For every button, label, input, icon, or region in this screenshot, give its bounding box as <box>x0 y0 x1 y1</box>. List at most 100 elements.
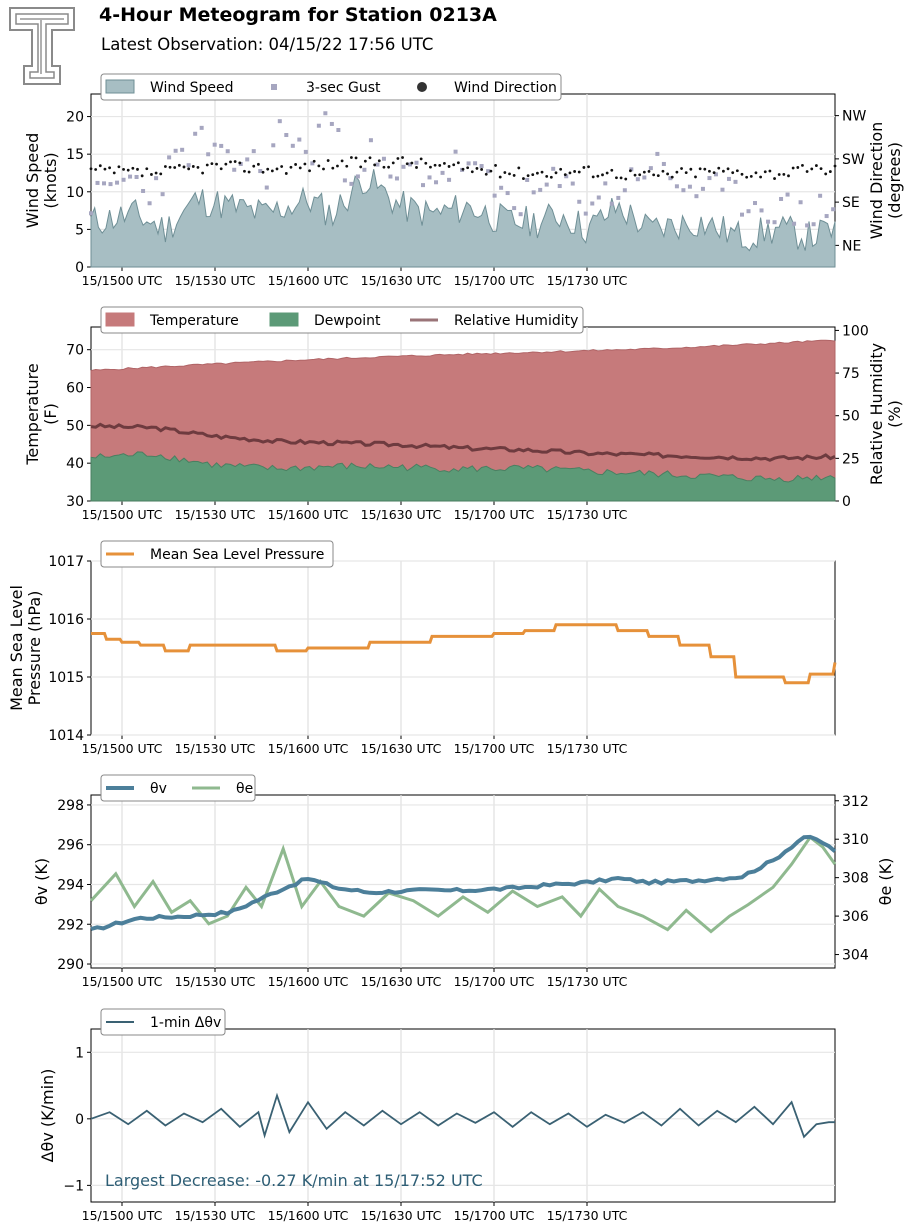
direction-marker <box>405 162 409 166</box>
direction-marker <box>429 165 432 169</box>
legend-label: Mean Sea Level Pressure <box>150 547 324 563</box>
direction-marker <box>294 163 297 166</box>
direction-marker <box>461 167 465 171</box>
direction-marker <box>470 170 474 174</box>
direction-marker <box>726 167 730 171</box>
plot-frame <box>90 560 836 736</box>
gust-marker <box>512 206 517 211</box>
gust-marker <box>733 179 738 184</box>
plot-frame <box>90 1028 836 1203</box>
direction-marker <box>419 157 423 161</box>
gust-marker <box>342 178 347 183</box>
gust-marker <box>551 166 556 171</box>
direction-marker <box>415 166 418 169</box>
gust-marker <box>245 157 250 162</box>
gust-marker <box>466 161 471 166</box>
direction-marker <box>763 170 767 174</box>
gust-marker <box>746 209 751 214</box>
pressure-line <box>91 623 837 685</box>
x-tick-label: 15/1730 UTC <box>547 1208 628 1223</box>
y-tick-label: −1 <box>63 1178 84 1194</box>
gust-marker <box>193 131 198 136</box>
direction-marker <box>224 162 228 166</box>
direction-marker <box>749 174 753 178</box>
gust-marker <box>505 191 510 196</box>
x-tick-label: 15/1630 UTC <box>361 974 442 989</box>
direction-marker <box>112 171 116 175</box>
largest-decrease-annotation: Largest Decrease: -0.27 K/min at 15/17:5… <box>105 1171 483 1190</box>
x-tick-label: 15/1730 UTC <box>547 507 628 522</box>
panel-3: 15/1500 UTC 15/1530 UTC 15/1600 UTC 15/1630… <box>7 540 837 756</box>
x-tick-label: 15/1500 UTC <box>82 507 163 522</box>
gust-marker <box>707 176 712 181</box>
y-tick-label: 1014 <box>48 728 84 744</box>
y-right-tick-label: 50 <box>842 409 860 425</box>
direction-marker <box>150 173 153 176</box>
gust-marker <box>772 220 777 225</box>
direction-marker <box>359 165 363 169</box>
y-axis-label-line: Mean Sea Level <box>7 585 26 711</box>
direction-marker <box>498 175 502 179</box>
direction-marker <box>708 169 711 173</box>
y-tick-label: 0 <box>75 1112 84 1128</box>
direction-marker <box>768 169 772 173</box>
gust-marker <box>447 177 452 182</box>
gust-marker <box>160 192 165 197</box>
legend-box <box>100 774 256 802</box>
gust-marker <box>720 187 725 192</box>
legend-label: θe <box>236 781 253 797</box>
gust-marker <box>115 180 120 185</box>
direction-marker <box>177 163 181 167</box>
gust-marker <box>661 161 666 166</box>
direction-marker <box>503 171 507 174</box>
y-tick-label: 15 <box>66 147 84 163</box>
direction-marker <box>303 162 307 166</box>
direction-marker <box>666 172 669 176</box>
gust-marker <box>186 163 191 168</box>
direction-marker <box>373 163 377 167</box>
gust-marker <box>518 212 523 217</box>
gust-marker <box>219 143 224 148</box>
panel-1: 15/1500 UTC 15/1530 UTC 15/1600 UTC 15/1630… <box>23 73 904 288</box>
direction-marker <box>828 170 832 173</box>
direction-marker <box>103 167 107 171</box>
gust-marker <box>336 127 341 132</box>
direction-marker <box>652 173 656 177</box>
y-axis-label-line: (degrees) <box>885 142 904 219</box>
legend-label: Wind Speed <box>150 80 234 96</box>
direction-marker <box>815 164 818 167</box>
y-axis-label: Wind Speed(knots) <box>23 133 60 228</box>
gust-marker <box>759 208 764 213</box>
gust-marker <box>427 175 432 180</box>
gust-marker <box>316 123 321 128</box>
direction-marker <box>363 159 367 163</box>
gust-marker <box>564 174 569 179</box>
direction-marker <box>787 174 790 178</box>
direction-marker <box>526 174 530 178</box>
y-right-tick-label: 75 <box>842 366 860 382</box>
gust-marker <box>687 184 692 189</box>
direction-marker <box>401 156 404 159</box>
y-tick-label: 0 <box>75 260 84 276</box>
y-tick-label: 5 <box>75 222 84 238</box>
direction-marker <box>257 162 260 166</box>
direction-marker <box>243 169 246 173</box>
gust-marker <box>642 175 647 180</box>
x-tick-label: 15/1530 UTC <box>175 1208 256 1223</box>
direction-marker <box>196 165 200 169</box>
direction-marker <box>191 165 195 168</box>
gust-marker <box>785 192 790 197</box>
x-tick-label: 15/1500 UTC <box>82 273 163 288</box>
direction-marker <box>731 171 735 175</box>
direction-marker <box>722 169 725 173</box>
y-tick-label: 292 <box>57 917 84 933</box>
direction-marker <box>261 170 265 174</box>
gust-marker <box>681 188 686 193</box>
direction-marker <box>684 171 688 175</box>
direction-marker <box>698 167 702 171</box>
y-axis-label: Mean Sea LevelPressure (hPa) <box>7 585 44 711</box>
x-tick-label: 15/1700 UTC <box>454 1208 535 1223</box>
direction-marker <box>475 167 479 170</box>
direction-marker <box>336 164 339 168</box>
direction-marker <box>447 165 451 168</box>
